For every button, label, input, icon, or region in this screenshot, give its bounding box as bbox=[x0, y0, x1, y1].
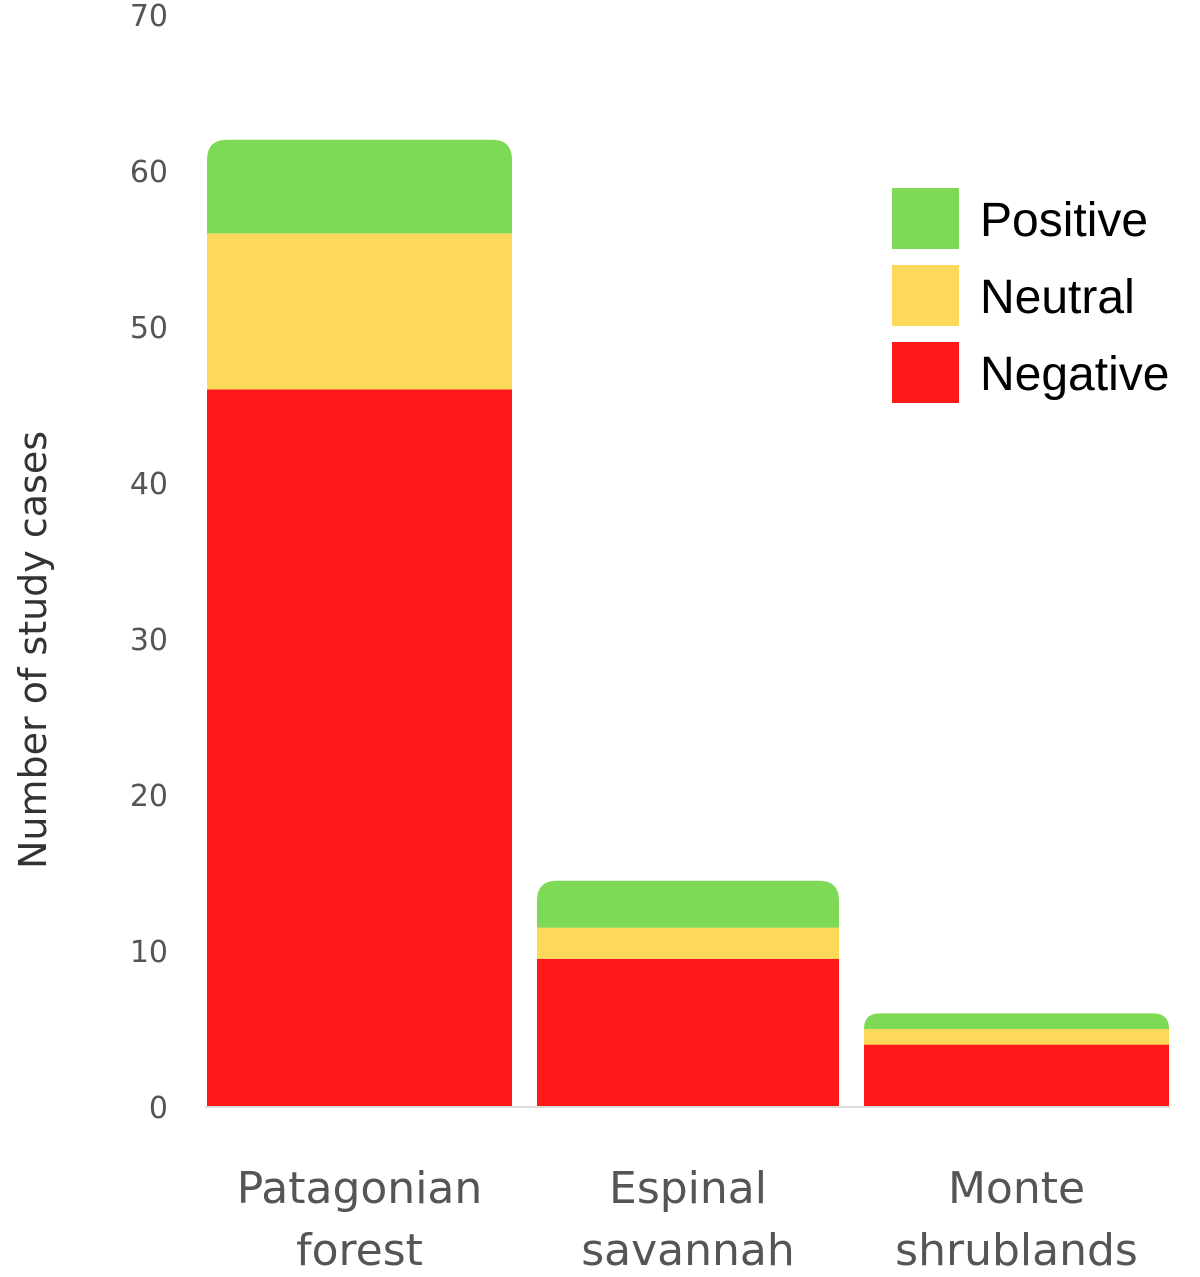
bar-segment-negative bbox=[207, 389, 512, 1107]
legend-swatch-positive bbox=[892, 188, 959, 249]
y-tick-label: 50 bbox=[130, 311, 168, 346]
bar-segment-negative bbox=[537, 958, 839, 1107]
legend-label-negative: Negative bbox=[980, 348, 1169, 401]
legend-swatch-negative bbox=[892, 342, 959, 403]
bar-segment-neutral bbox=[537, 927, 839, 959]
x-category-label: Monte bbox=[948, 1163, 1085, 1214]
x-category-label: forest bbox=[296, 1225, 423, 1276]
legend-label-neutral: Neutral bbox=[980, 271, 1135, 324]
legend-label-positive: Positive bbox=[980, 194, 1148, 247]
y-tick-label: 30 bbox=[130, 623, 168, 658]
y-tick-label: 40 bbox=[130, 467, 168, 502]
y-tick-label: 10 bbox=[130, 935, 168, 970]
bar-segment-positive bbox=[207, 139, 512, 234]
x-category-label: shrublands bbox=[895, 1225, 1138, 1276]
y-axis-title: Number of study cases bbox=[11, 431, 55, 869]
bar-segment-neutral bbox=[207, 233, 512, 390]
y-tick-label: 20 bbox=[130, 779, 168, 814]
bar-segment-negative bbox=[864, 1044, 1169, 1107]
x-category-label: Espinal bbox=[609, 1163, 767, 1214]
bar-segment-neutral bbox=[864, 1029, 1169, 1045]
bar-segment-positive bbox=[537, 880, 839, 928]
y-tick-label: 60 bbox=[130, 155, 168, 190]
x-category-label: Patagonian bbox=[237, 1163, 483, 1214]
y-tick-label: 70 bbox=[130, 0, 168, 34]
bar-segment-positive bbox=[864, 1013, 1169, 1029]
legend-swatch-neutral bbox=[892, 265, 959, 326]
x-category-label: savannah bbox=[581, 1225, 795, 1276]
y-tick-label: 0 bbox=[149, 1091, 168, 1126]
